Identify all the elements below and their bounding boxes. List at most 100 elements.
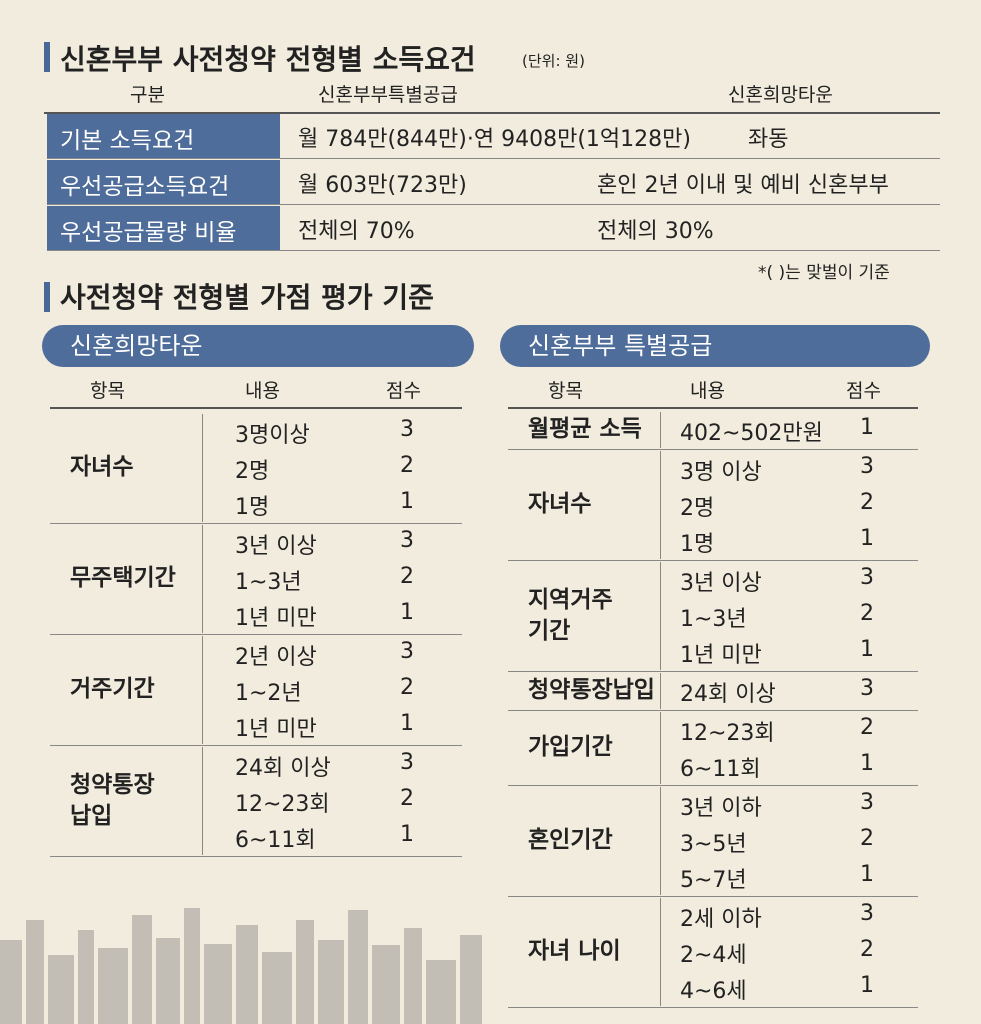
rule <box>202 747 203 855</box>
panel-title: 신혼희망타운 <box>42 325 474 367</box>
score: 2 <box>400 564 414 589</box>
score: 3 <box>860 454 874 479</box>
content: 4~6세 <box>680 979 747 1004</box>
score: 1 <box>400 822 414 847</box>
rule <box>508 710 918 711</box>
title-marker <box>44 42 50 72</box>
rule <box>508 671 918 672</box>
score: 3 <box>400 639 414 664</box>
rule <box>202 636 203 744</box>
score: 2 <box>860 826 874 851</box>
rule <box>508 449 918 450</box>
row-label: 우선공급물량 비율 <box>60 220 237 246</box>
item-cell: 청약통장납입 <box>528 677 655 704</box>
rule <box>508 407 918 409</box>
column-header: 신혼부부특별공급 <box>318 84 458 106</box>
rule <box>47 250 940 251</box>
note: *( )는 맞벌이 기준 <box>758 263 890 283</box>
rule <box>508 896 918 897</box>
rule <box>508 785 918 786</box>
content: 3명이상 <box>235 423 310 448</box>
content: 1~3년 <box>235 570 302 595</box>
score: 1 <box>400 489 414 514</box>
rule <box>50 407 462 409</box>
score: 2 <box>400 786 414 811</box>
score: 3 <box>860 565 874 590</box>
item-cell: 자녀수 <box>528 491 592 518</box>
label-cell <box>47 114 280 158</box>
score: 2 <box>860 937 874 962</box>
rule <box>202 414 203 522</box>
item-cell: 지역거주 기간 <box>528 586 613 644</box>
rule <box>660 673 661 709</box>
score: 2 <box>860 490 874 515</box>
content: 12~23회 <box>235 792 330 817</box>
content: 1년 미만 <box>235 606 317 631</box>
score: 1 <box>860 751 874 776</box>
row-label: 기본 소득요건 <box>60 128 195 154</box>
rule <box>47 204 940 205</box>
score: 3 <box>860 676 874 701</box>
column-header: 내용 <box>690 380 725 402</box>
rule <box>202 525 203 633</box>
rule <box>50 745 462 746</box>
rule <box>50 634 462 635</box>
rule <box>47 158 940 159</box>
score: 1 <box>860 973 874 998</box>
score: 1 <box>860 526 874 551</box>
rule <box>660 712 661 784</box>
content: 5~7년 <box>680 868 747 893</box>
score: 1 <box>860 415 874 440</box>
content: 1명 <box>235 495 270 520</box>
content: 1명 <box>680 532 715 557</box>
row-label: 우선공급소득요건 <box>60 174 230 200</box>
rule <box>50 856 462 857</box>
rule <box>508 560 918 561</box>
rule <box>660 412 661 448</box>
content: 3년 이상 <box>680 571 762 596</box>
content: 2명 <box>680 496 715 521</box>
content: 24회 이상 <box>680 682 776 707</box>
content: 3년 이상 <box>235 534 317 559</box>
score: 1 <box>860 862 874 887</box>
content: 24회 이상 <box>235 756 331 781</box>
column-header: 점수 <box>386 380 421 402</box>
title-marker <box>44 282 50 312</box>
unit: (단위: 원) <box>522 52 585 70</box>
content: 3~5년 <box>680 832 747 857</box>
score: 1 <box>400 600 414 625</box>
score: 3 <box>400 417 414 442</box>
score: 2 <box>400 453 414 478</box>
content: 2세 이하 <box>680 907 762 932</box>
column-header: 구분 <box>130 84 165 106</box>
column-header: 항목 <box>548 380 583 402</box>
score: 3 <box>400 750 414 775</box>
rule <box>50 523 462 524</box>
rule <box>508 1007 918 1008</box>
content: 1~3년 <box>680 607 747 632</box>
score: 1 <box>400 711 414 736</box>
section-title: 신혼부부 사전청약 전형별 소득요건 <box>60 43 476 76</box>
score: 3 <box>860 790 874 815</box>
rule <box>660 787 661 895</box>
column-header: 신혼희망타운 <box>728 84 833 106</box>
content: 1년 미만 <box>235 717 317 742</box>
cell: 전체의 70% <box>298 219 415 244</box>
cell: 좌동 <box>748 127 789 152</box>
item-cell: 무주택기간 <box>70 565 176 592</box>
score: 2 <box>860 601 874 626</box>
cell: 월 784만(844만)·연 9408만(1억128만) <box>298 127 691 152</box>
label-cell <box>47 206 280 250</box>
score: 2 <box>400 675 414 700</box>
rule <box>660 451 661 559</box>
panel-title: 신혼부부 특별공급 <box>500 325 930 367</box>
content: 6~11회 <box>680 757 761 782</box>
item-cell: 거주기간 <box>70 676 155 703</box>
score: 2 <box>860 715 874 740</box>
item-cell: 가입기간 <box>528 734 613 761</box>
score: 3 <box>860 901 874 926</box>
item-cell: 청약통장 납입 <box>70 771 155 829</box>
content: 1~2년 <box>235 681 302 706</box>
score: 1 <box>860 637 874 662</box>
